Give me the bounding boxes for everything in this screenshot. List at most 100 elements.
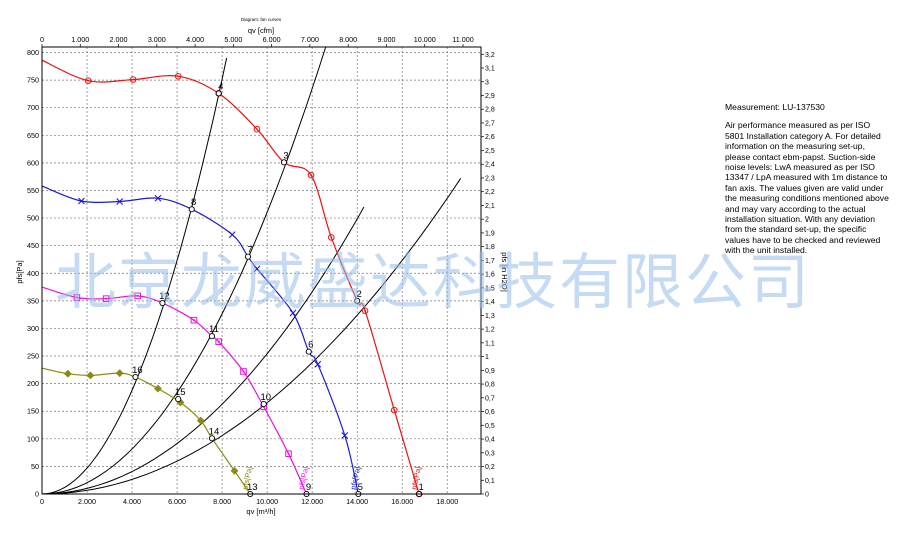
- operating-point-marker: [175, 396, 182, 403]
- data-point-marker: [134, 292, 141, 300]
- y2-tick-label: 0: [485, 492, 489, 499]
- operating-point-label: 3: [283, 150, 288, 161]
- x-tick-label: 16.000: [391, 497, 413, 506]
- y2-tick-label: 2,1: [485, 203, 495, 210]
- operating-point-label: 15: [175, 387, 186, 398]
- x-tick-label: 0: [40, 497, 44, 506]
- data-point-dot: [105, 297, 108, 300]
- x2-tick-label: 11.000: [452, 35, 473, 44]
- x2-tick-label: 5.000: [224, 35, 242, 44]
- data-point-marker: [154, 194, 162, 202]
- y-axis-title: pfs[Pa]: [15, 260, 24, 283]
- data-point-dot: [132, 78, 135, 81]
- data-point-marker: [84, 77, 92, 84]
- operating-point-marker: [132, 373, 139, 381]
- data-point-dot: [287, 452, 290, 455]
- data-point-marker: [78, 197, 85, 205]
- data-point-dot: [330, 236, 333, 239]
- x2-tick-label: 6.000: [263, 35, 281, 44]
- operating-point-label: 2: [357, 289, 362, 300]
- y-tick-label: 0: [35, 490, 39, 499]
- data-point-marker: [190, 316, 198, 324]
- y2-tick-label: 0,1: [485, 478, 495, 485]
- operating-point-marker: [305, 348, 312, 355]
- operating-point-marker: [260, 400, 267, 408]
- data-point-marker: [285, 450, 292, 458]
- y2-tick-label: 1,3: [485, 313, 495, 320]
- operating-point-label: 1: [418, 482, 423, 493]
- system-curve: [41, 206, 365, 495]
- x-tick-label: 2.000: [78, 497, 96, 506]
- x2-tick-label: 4.000: [186, 35, 204, 44]
- system-curve: [41, 57, 228, 495]
- measurement-description: Air performance measured as per ISO 5801…: [725, 120, 889, 256]
- system-curves: [41, 46, 462, 495]
- y2-tick-label: 3,2: [485, 52, 495, 59]
- x2-tick-label: 7.000: [301, 35, 319, 44]
- data-point-dot: [242, 370, 245, 373]
- x-axis-title: qv [m³/h]: [246, 507, 275, 516]
- x2-tick-label: 2.000: [110, 35, 128, 44]
- y2-tick-label: 2,4: [485, 162, 495, 169]
- y2-tick-label: 0,9: [485, 368, 495, 375]
- data-point-dot: [193, 319, 195, 322]
- x2-tick-label: 0: [40, 35, 44, 44]
- operating-point-marker: [244, 253, 252, 260]
- y2-axis-title: pfs [in H2O]: [500, 252, 509, 292]
- data-point-dot: [177, 75, 180, 78]
- x-tick-label: 8.000: [213, 497, 231, 506]
- y2-tick-label: 2,6: [485, 134, 495, 141]
- y-tick-label: 750: [27, 76, 39, 85]
- operating-point-label: 5: [358, 482, 363, 493]
- operating-point-label: 11: [209, 324, 219, 335]
- data-point-marker: [314, 360, 322, 368]
- y2-tick-label: 1,1: [485, 340, 495, 347]
- operating-point-label: 10: [260, 392, 271, 403]
- y-tick-label: 50: [31, 462, 39, 471]
- y2-tick-label: 1,7: [485, 258, 495, 265]
- y2-tick-label: 0,4: [485, 437, 495, 444]
- axes: 0 2.000 4.000 6.000 8.000 10.000 1 2.000 1 4.000 1…: [27, 35, 495, 506]
- y-tick-label: 650: [27, 131, 39, 140]
- data-point-marker: [129, 76, 137, 83]
- series-line: [41, 59, 420, 495]
- operating-point-label: 8: [191, 197, 196, 208]
- operating-point-label: 13: [247, 482, 258, 493]
- operating-point-marker: [215, 90, 222, 97]
- x-tick-label: 4.000: [123, 497, 141, 506]
- data-point-dot: [87, 79, 90, 82]
- operating-point-marker: [159, 300, 166, 307]
- y2-tick-label: 1,6: [485, 272, 495, 279]
- data-point-marker: [115, 369, 124, 378]
- y-tick-label: 500: [27, 214, 39, 223]
- x-tick-label: 6.000: [168, 497, 186, 506]
- data-point-dot: [364, 309, 366, 312]
- y2-tick-label: 1,8: [485, 244, 495, 251]
- data-point-marker: [361, 307, 369, 315]
- data-point-marker: [307, 171, 315, 179]
- x-tick-label: 10.000: [256, 497, 278, 506]
- operating-point-label: 6: [308, 340, 313, 351]
- y2-tick-label: 1: [485, 354, 489, 361]
- data-point-marker: [154, 384, 162, 393]
- x2-tick-label: 8.000: [339, 35, 357, 44]
- data-point-dot: [217, 340, 220, 343]
- data-point-marker: [240, 368, 247, 375]
- data-point-marker: [86, 371, 95, 380]
- operating-point-marker: [188, 206, 195, 213]
- data-point-marker: [341, 432, 349, 439]
- data-point-marker: [63, 369, 72, 378]
- operating-point-label: 12: [159, 291, 170, 302]
- data-point-dot: [75, 296, 78, 299]
- operating-point-marker: [280, 159, 288, 166]
- data-point-marker: [289, 309, 297, 317]
- data-point-marker: [228, 231, 236, 239]
- y2-tick-label: 2,3: [485, 175, 495, 182]
- y-tick-label: 800: [27, 48, 39, 57]
- watermark-text: 北京龙威盛达科技有限公司: [55, 247, 812, 318]
- y-tick-label: 700: [27, 103, 39, 112]
- y2-tick-label: 2,7: [485, 120, 495, 127]
- operating-point-label: 7: [247, 245, 252, 256]
- operating-point-label: 4: [218, 81, 223, 92]
